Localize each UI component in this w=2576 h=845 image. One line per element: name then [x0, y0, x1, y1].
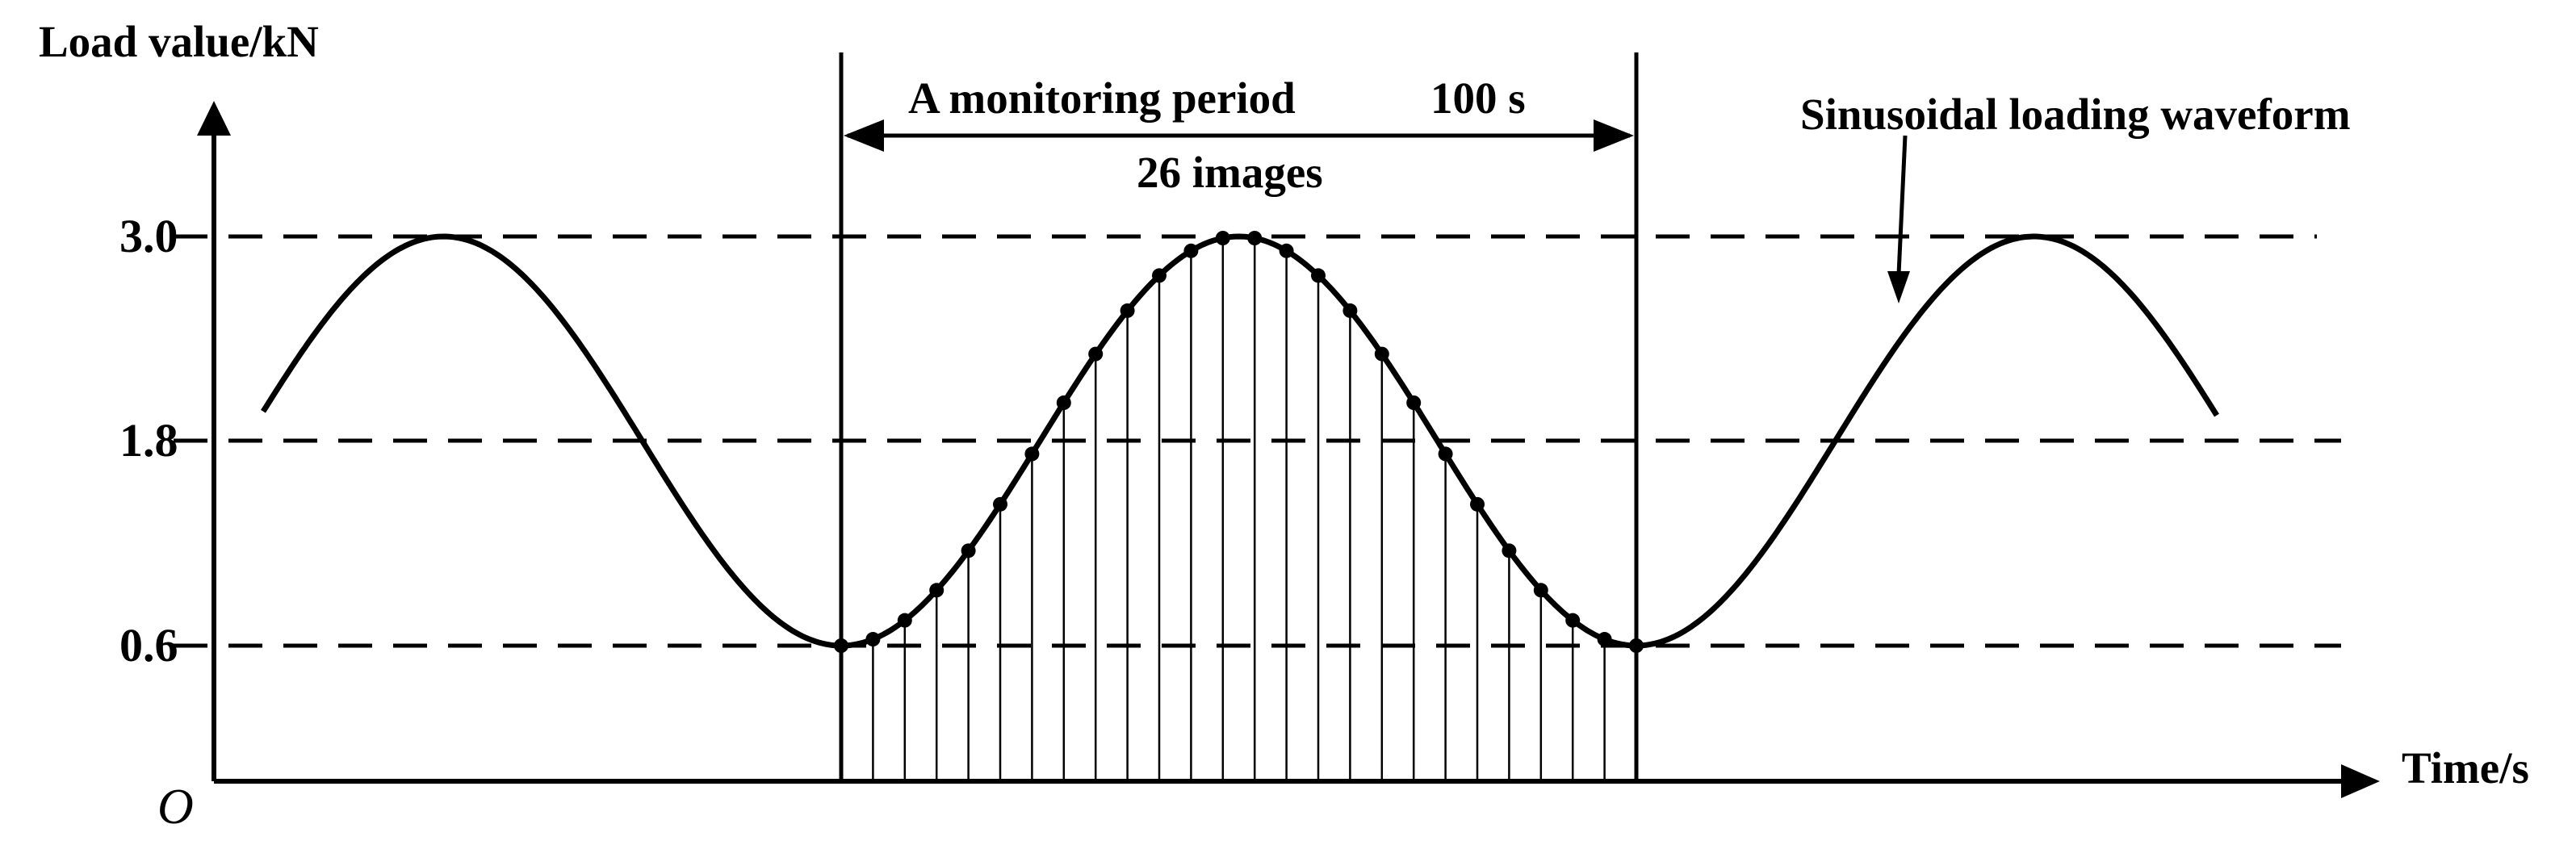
sample-point: [1597, 632, 1612, 647]
y-tick-min: 0.6: [119, 619, 178, 671]
y-axis-arrowhead: [197, 101, 231, 136]
sinusoidal-waveform: [261, 233, 2219, 649]
sample-point: [1374, 346, 1389, 362]
waveform-pointer-arrowhead: [1887, 271, 1910, 303]
sample-point: [961, 543, 976, 558]
x-axis-arrowhead: [2341, 764, 2380, 798]
y-tick-max: 3.0: [119, 210, 178, 262]
sample-point: [1438, 446, 1453, 462]
sample-point: [1120, 303, 1135, 318]
sample-point: [865, 632, 881, 647]
sample-point: [1183, 243, 1199, 258]
sample-point: [1247, 230, 1263, 245]
sample-point: [1406, 395, 1422, 410]
sample-point: [1215, 230, 1230, 245]
sample-point: [834, 638, 848, 653]
sample-point: [1088, 346, 1104, 362]
sample-point: [1279, 243, 1294, 258]
y-tick-mid: 1.8: [119, 414, 178, 466]
images-label: 26 images: [1137, 148, 1323, 197]
sample-points: [834, 230, 1644, 653]
sample-point: [929, 583, 945, 598]
sample-point: [1629, 638, 1644, 653]
origin-label: O: [157, 780, 194, 835]
sample-point: [1533, 583, 1548, 598]
sample-point: [1311, 268, 1326, 283]
sample-point: [1502, 543, 1517, 558]
y-axis-label: Load value/kN: [39, 17, 319, 66]
duration-label: 100 s: [1430, 73, 1526, 123]
sample-point: [1056, 395, 1071, 410]
monitoring-period-label: A monitoring period: [908, 73, 1296, 123]
sample-point: [993, 496, 1007, 512]
sample-point: [1152, 268, 1167, 283]
waveform-pointer-line: [1896, 135, 1908, 275]
sample-point: [1024, 446, 1040, 462]
sample-stems: [840, 237, 1638, 781]
sample-point: [1565, 613, 1581, 628]
sample-point: [897, 613, 912, 628]
sample-point: [1470, 496, 1485, 512]
x-axis-label: Time/s: [2402, 743, 2529, 793]
waveform-label: Sinusoidal loading waveform: [1800, 90, 2351, 139]
sample-point: [1342, 303, 1358, 318]
